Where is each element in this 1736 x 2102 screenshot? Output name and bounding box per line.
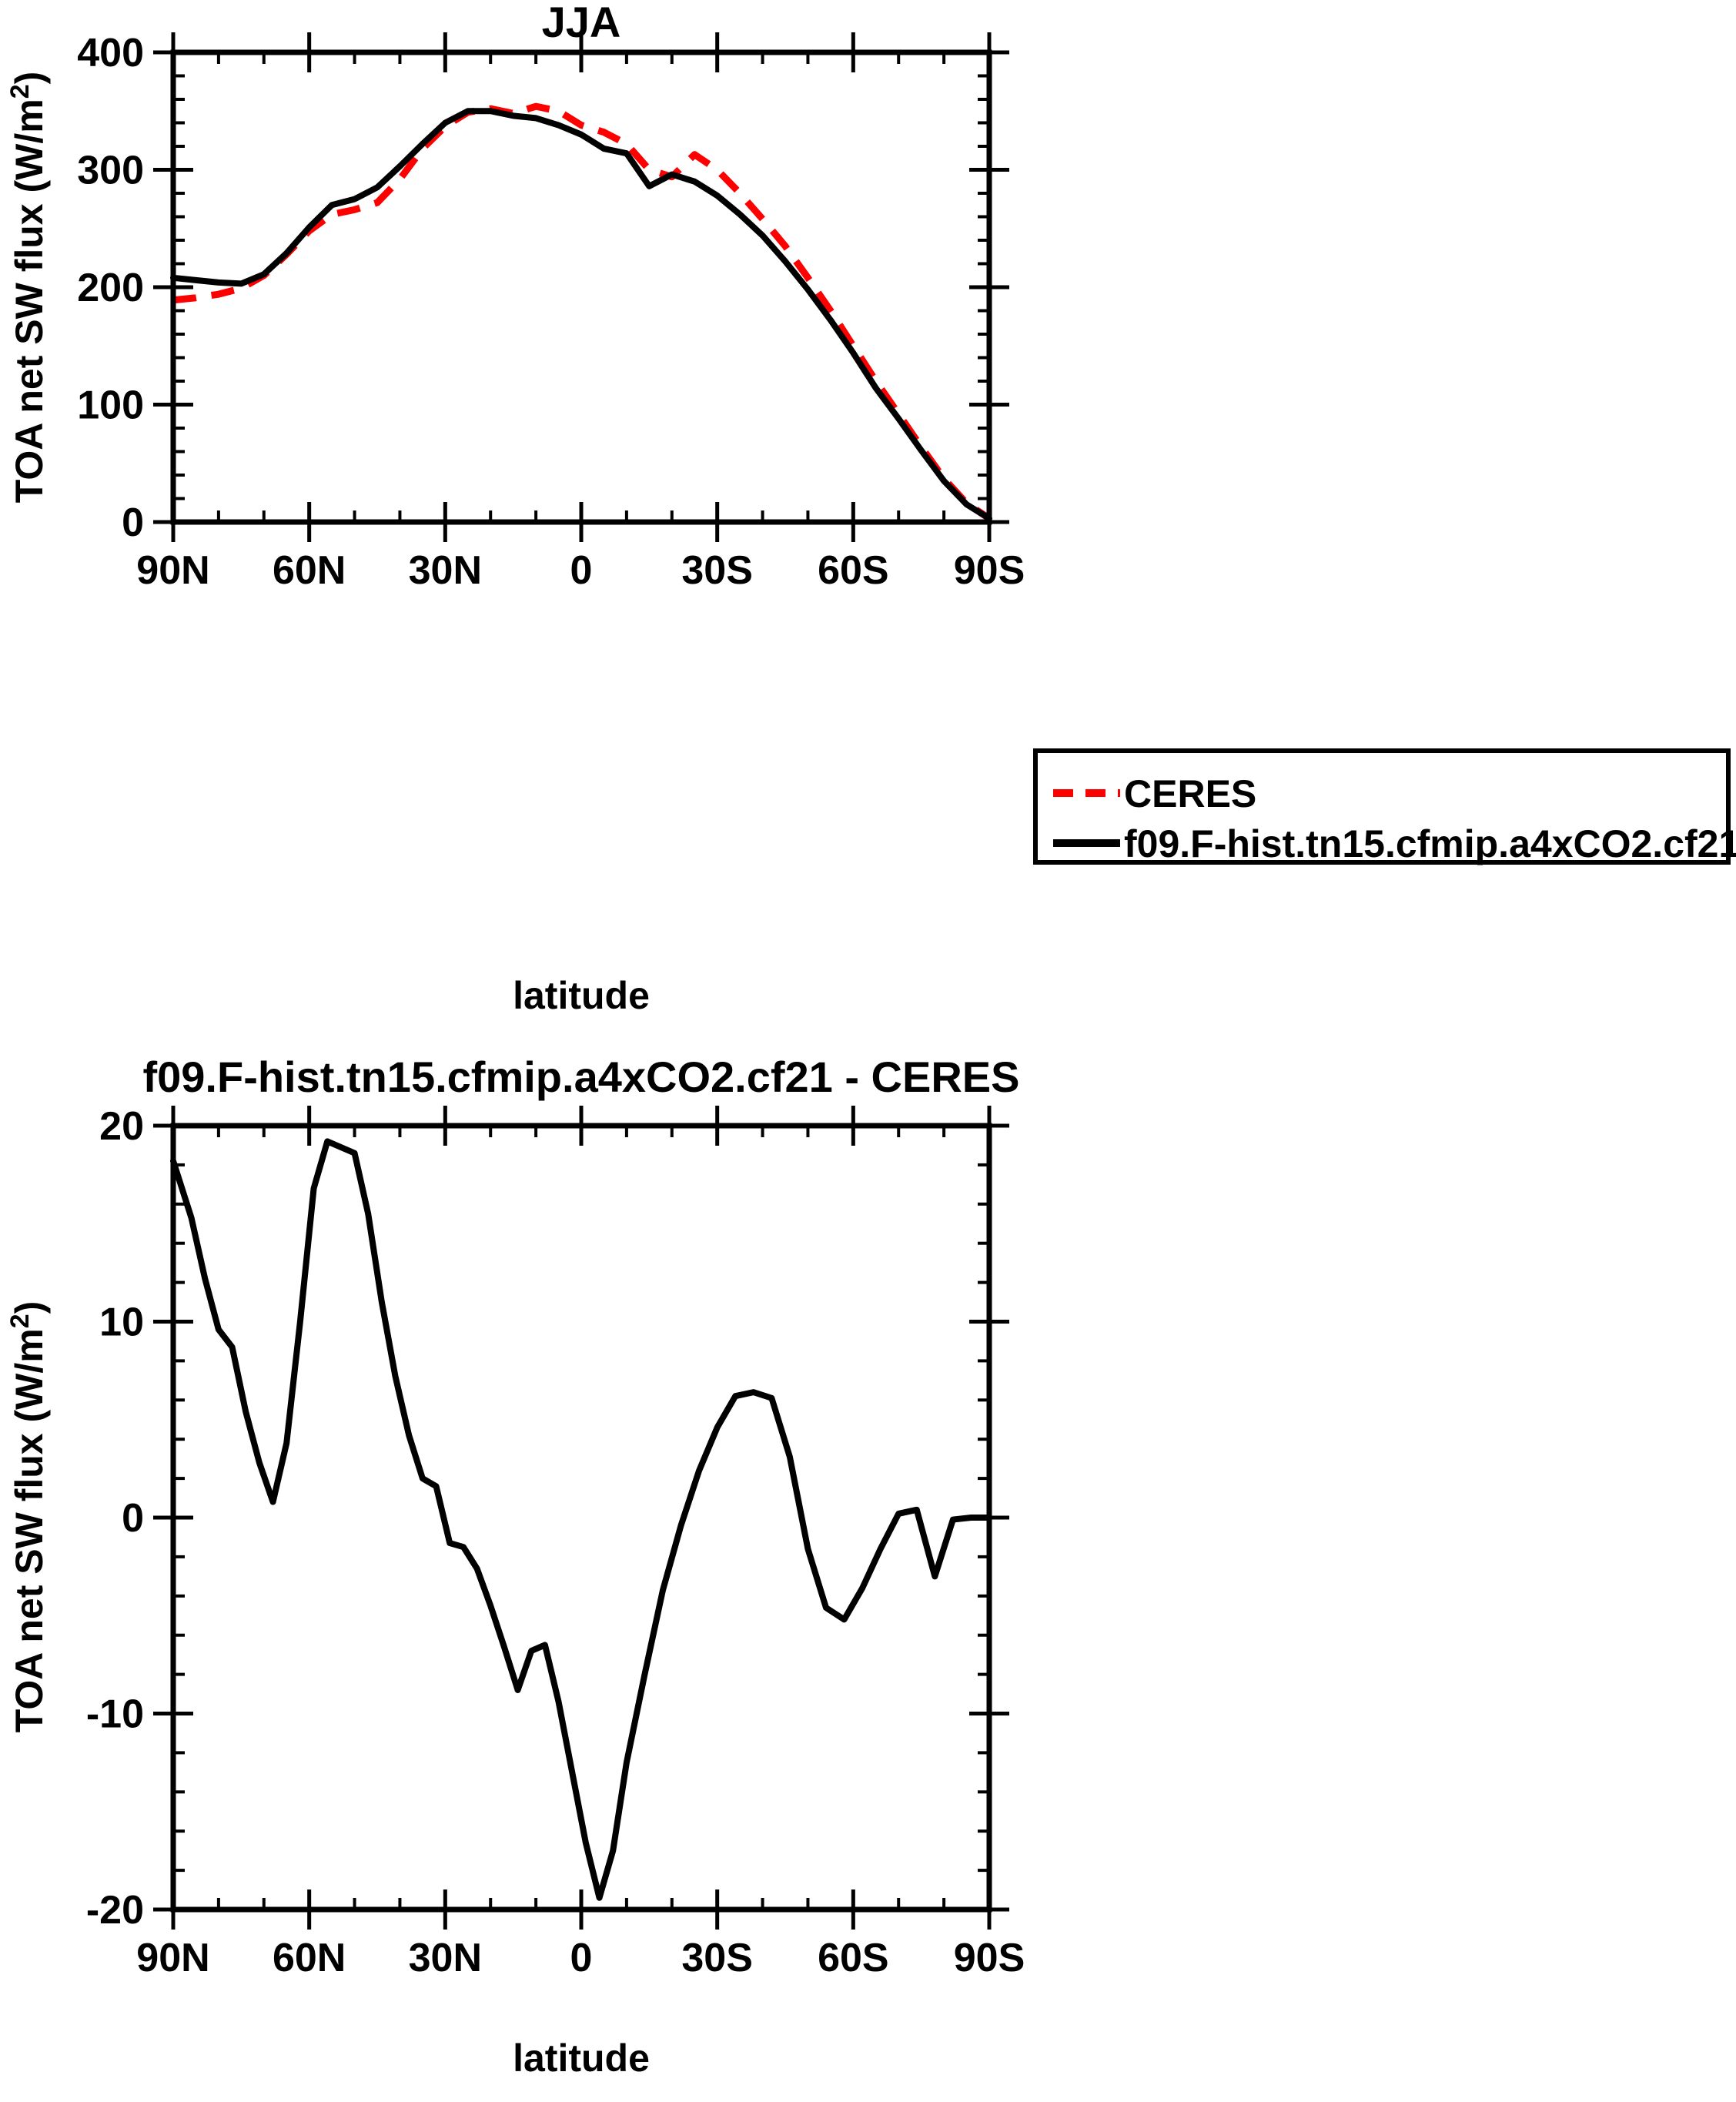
y-axis-label-top-tail: ) [8,72,51,85]
panel-difference: f09.F-hist.tn15.cfmip.a4xCO2.cf21 - CERE… [5,1053,1025,2080]
y-tick-label: 300 [77,149,144,193]
x-tick-label: 30N [409,548,482,593]
y-tick-label: 0 [122,500,144,545]
y-tick-label: 0 [122,1496,144,1541]
y-axis-label-bottom: TOA net SW flux (W/m2) [5,1301,51,1733]
y-tick-label: 10 [99,1300,144,1345]
y-tick-label: 20 [99,1104,144,1149]
x-tick-label: 30S [681,548,753,593]
panel-jja: JJA TOA net SW flux (W/m2) 90N 60N 30N 0 30S… [5,0,1736,1017]
axis-tick-labels-top: 90N 60N 30N 0 30S 60S 90S 0 100 200 300 400 [77,31,1025,593]
x-tick-label: 30S [681,1936,753,1980]
x-tick-label: 60S [818,548,889,593]
x-tick-label: 90S [954,1936,1025,1980]
y-axis-label-bottom-text: TOA net SW flux (W/m [8,1328,51,1732]
data-series-bottom [170,1138,992,1901]
x-tick-label: 90S [954,548,1025,593]
plot-frame-bottom [170,1123,992,1913]
axis-tick-labels-bottom: 90N 60N 30N 0 30S 60S 90S -20 -10 0 10 20 [86,1104,1025,1980]
x-axis-label-top: latitude [513,974,650,1017]
x-tick-label: 90N [136,548,209,593]
y-axis-label-bottom-tail: ) [8,1301,51,1314]
x-tick-label: 60N [273,548,346,593]
series-model [170,108,992,522]
legend-box [1033,748,1731,865]
y-tick-label: -10 [86,1692,144,1737]
x-tick-label: 60S [818,1936,889,1980]
y-tick-label: 200 [77,266,144,310]
legend: CERES f09.F-hist.tn15.cfmip.a4xCO2.cf21 [1033,748,1736,865]
series-ceres [172,102,992,522]
y-tick-label: 100 [77,383,144,428]
x-tick-label: 30N [409,1936,482,1980]
y-axis-label-top: TOA net SW flux (W/m2) [5,72,51,504]
y-axis-label-top-text: TOA net SW flux (W/m [8,99,51,503]
legend-label-ceres: CERES [1124,772,1256,815]
x-tick-label: 60N [273,1936,346,1980]
y-axis-label-top-sup: 2 [5,84,35,99]
x-tick-label: 90N [136,1936,209,1980]
x-axis-label-bottom: latitude [513,2037,650,2080]
y-tick-label: -20 [86,1888,144,1933]
panel-title-bottom: f09.F-hist.tn15.cfmip.a4xCO2.cf21 - CERE… [142,1053,1019,1101]
x-tick-label: 0 [570,548,593,593]
data-series-top [170,102,992,522]
y-axis-label-bottom-sup: 2 [5,1314,35,1328]
y-tick-label: 400 [77,31,144,75]
x-tick-label: 0 [570,1936,593,1980]
series-model [170,1138,992,1901]
axis-ticks-top [153,32,1009,542]
plot-frame-top [170,49,992,525]
legend-label-model: f09.F-hist.tn15.cfmip.a4xCO2.cf21 [1124,822,1736,865]
